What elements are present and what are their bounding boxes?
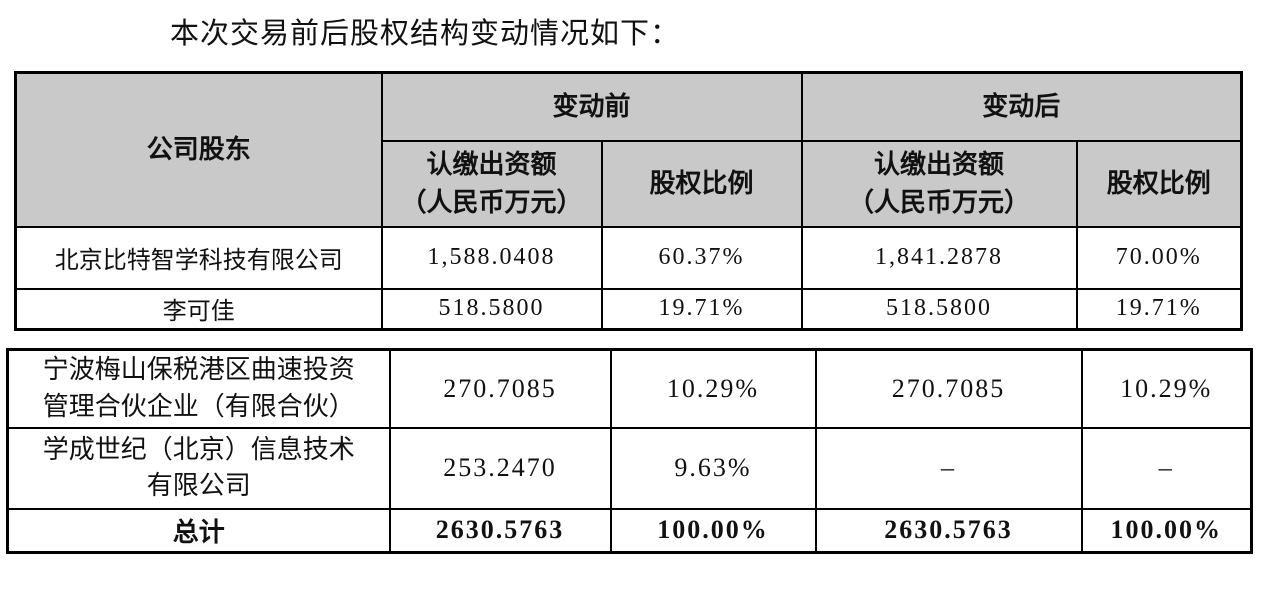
cell-total-after-ratio: 100.00% [1080, 507, 1253, 554]
cell-before-capital: 270.7085 [388, 349, 612, 429]
cell-after-ratio: – [1080, 426, 1253, 510]
header-before-group: 变动前 [380, 71, 803, 142]
equity-table-upper: 公司股东 变动前 变动后 认缴出资额 （人民币万元） 股权比例 认缴出资额 （人… [14, 71, 1244, 331]
cell-before-capital: 518.5800 [380, 287, 603, 331]
cell-before-ratio: 19.71% [600, 287, 803, 331]
cell-after-ratio: 10.29% [1080, 349, 1253, 429]
cell-after-capital: 270.7085 [814, 349, 1083, 429]
header-after-capital: 认缴出资额 （人民币万元） [800, 139, 1078, 228]
header-after-group: 变动后 [800, 71, 1243, 142]
cell-before-capital: 1,588.0408 [380, 225, 603, 290]
cell-total-before-capital: 2630.5763 [388, 507, 612, 554]
section-title: 本次交易前后股权结构变动情况如下： [170, 18, 681, 50]
header-row-groups: 公司股东 变动前 变动后 [14, 71, 1243, 228]
equity-table-lower: 宁波梅山保税港区曲速投资 管理合伙企业（有限合伙） 270.7085 10.29… [6, 348, 1253, 554]
table-total-row: 总计 2630.5763 100.00% 2630.5763 100.00% [6, 507, 1253, 554]
header-before-capital: 认缴出资额 （人民币万元） [380, 139, 603, 228]
table-row: 北京比特智学科技有限公司 1,588.0408 60.37% 1,841.287… [14, 225, 1243, 290]
cell-total-before-ratio: 100.00% [609, 507, 817, 554]
cell-after-capital: – [814, 426, 1083, 510]
table-row: 李可佳 518.5800 19.71% 518.5800 19.71% [14, 287, 1243, 331]
cell-before-ratio: 60.37% [600, 225, 803, 290]
cell-before-ratio: 9.63% [609, 426, 817, 510]
header-after-ratio: 股权比例 [1075, 139, 1243, 228]
cell-shareholder-name: 宁波梅山保税港区曲速投资 管理合伙企业（有限合伙） [6, 349, 391, 429]
table-row: 学成世纪（北京）信息技术 有限公司 253.2470 9.63% – – [6, 426, 1253, 510]
header-shareholder: 公司股东 [14, 71, 383, 228]
header-before-ratio: 股权比例 [600, 139, 803, 228]
cell-after-ratio: 70.00% [1075, 225, 1243, 290]
table-row: 宁波梅山保税港区曲速投资 管理合伙企业（有限合伙） 270.7085 10.29… [6, 349, 1253, 429]
header-row-columns: 认缴出资额 （人民币万元） 股权比例 认缴出资额 （人民币万元） 股权比例 [16, 139, 1243, 228]
cell-after-ratio: 19.71% [1075, 287, 1243, 331]
cell-after-capital: 518.5800 [800, 287, 1078, 331]
cell-shareholder-name: 学成世纪（北京）信息技术 有限公司 [6, 426, 391, 510]
cell-total-after-capital: 2630.5763 [814, 507, 1083, 554]
cell-before-ratio: 10.29% [609, 349, 817, 429]
cell-total-label: 总计 [6, 507, 391, 554]
cell-before-capital: 253.2470 [388, 426, 612, 510]
cell-shareholder-name: 李可佳 [14, 287, 383, 331]
cell-after-capital: 1,841.2878 [800, 225, 1078, 290]
cell-shareholder-name: 北京比特智学科技有限公司 [14, 225, 383, 290]
